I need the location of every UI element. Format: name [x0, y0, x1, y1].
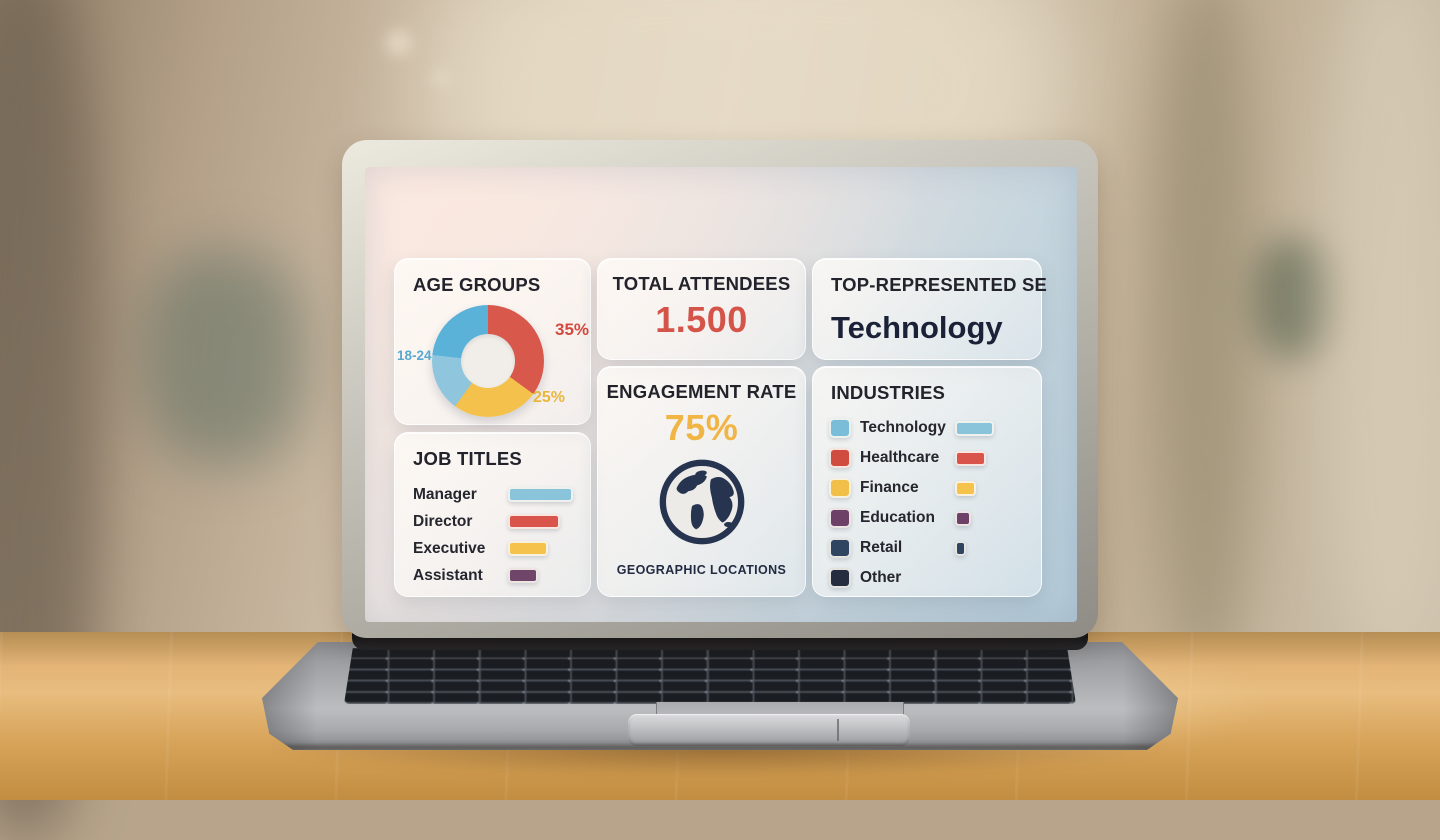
industry-row: Technology	[829, 413, 1031, 443]
donut-label-range: 18-24	[397, 348, 432, 363]
job-title-row: Manager	[413, 481, 576, 508]
job-title-label: Manager	[413, 485, 477, 503]
engagement-value: 75%	[664, 407, 739, 448]
industry-row: Education	[829, 503, 1031, 533]
background-blob	[1325, 0, 1440, 660]
industry-row: Other	[829, 563, 1031, 593]
job-title-bar	[508, 514, 560, 529]
age-donut	[432, 305, 544, 417]
job-title-bar	[508, 541, 548, 556]
job-titles-title: JOB TITLES	[413, 448, 522, 469]
job-title-label: Director	[413, 512, 473, 530]
engagement-title: ENGAGEMENT RATE	[606, 381, 797, 402]
age-groups-title: AGE GROUPS	[413, 274, 541, 295]
card-engagement: ENGAGEMENT RATE 75% GEOGRAPHIC LOCATIONS	[597, 366, 806, 597]
total-attendees-title: TOTAL ATTENDEES	[612, 273, 791, 294]
industry-label: Education	[860, 509, 935, 526]
card-age-groups: AGE GROUPS 35% 18-24 25%	[394, 258, 591, 425]
age-donut-hole	[461, 334, 515, 388]
job-title-row: Director	[413, 508, 576, 535]
industry-label: Healthcare	[860, 449, 940, 466]
industry-swatch	[829, 478, 851, 498]
industry-swatch	[829, 448, 851, 468]
laptop-screen: AGE GROUPS 35% 18-24 25% JOB TITLES Mana…	[365, 167, 1077, 622]
background-blob	[1158, 0, 1253, 670]
job-title-label: Executive	[413, 539, 486, 557]
industry-bar	[955, 540, 966, 556]
industry-bar	[955, 450, 986, 466]
industry-swatch	[829, 508, 851, 528]
laptop-lip-notch	[628, 714, 910, 746]
job-title-label: Assistant	[413, 566, 483, 584]
donut-label-35: 35%	[555, 320, 590, 339]
job-title-bar	[508, 487, 573, 502]
industry-label: Retail	[860, 539, 903, 556]
industry-swatch	[829, 418, 851, 438]
industry-swatch	[829, 538, 851, 558]
industry-bar	[955, 480, 976, 496]
job-title-row: Assistant	[413, 562, 576, 589]
globe-icon	[659, 459, 744, 545]
industry-rows: Technology Healthcare Finance Education Reta…	[829, 413, 1031, 593]
card-industries: INDUSTRIES Technology Healthcare Finance Ed…	[812, 366, 1042, 597]
card-top-sector: TOP-REPRESENTED SE Technology	[812, 258, 1047, 360]
card-job-titles: JOB TITLES Manager Director Executive Assis…	[394, 432, 591, 597]
job-title-row: Executive	[413, 535, 576, 562]
industry-swatch	[829, 568, 851, 588]
bokeh-light	[386, 30, 412, 56]
industry-row: Finance	[829, 473, 1031, 503]
top-sector-value: Technology	[831, 310, 1003, 345]
laptop-trackpad	[656, 702, 904, 716]
bokeh-light	[432, 68, 452, 88]
industry-bar	[955, 420, 994, 436]
background-blob	[140, 250, 305, 465]
total-attendees-value: 1.500	[655, 299, 748, 340]
scene: { "dashboard": { "age_groups": { "title"…	[0, 0, 1440, 800]
laptop-base	[262, 642, 1178, 750]
engagement-caption: GEOGRAPHIC LOCATIONS	[616, 563, 787, 577]
industry-row: Retail	[829, 533, 1031, 563]
job-title-bar	[508, 568, 538, 583]
industry-bar	[955, 510, 971, 526]
industries-title: INDUSTRIES	[831, 382, 946, 403]
laptop-keyboard	[344, 648, 1076, 704]
industry-label: Finance	[860, 479, 919, 496]
top-sector-title: TOP-REPRESENTED SE	[831, 274, 1048, 295]
industry-row: Healthcare	[829, 443, 1031, 473]
laptop-lid: AGE GROUPS 35% 18-24 25% JOB TITLES Mana…	[342, 140, 1098, 638]
job-rows: Manager Director Executive Assistant	[413, 481, 576, 589]
card-total-attendees: TOTAL ATTENDEES 1.500	[597, 258, 806, 360]
background-blob	[1255, 238, 1335, 358]
donut-label-25: 25%	[533, 389, 566, 406]
industry-label: Technology	[860, 419, 946, 436]
industry-label: Other	[860, 569, 902, 586]
